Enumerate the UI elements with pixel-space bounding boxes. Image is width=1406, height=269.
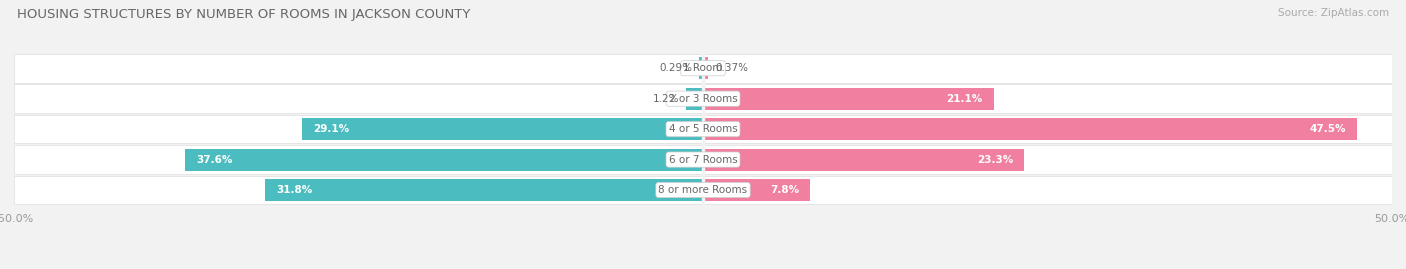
Text: HOUSING STRUCTURES BY NUMBER OF ROOMS IN JACKSON COUNTY: HOUSING STRUCTURES BY NUMBER OF ROOMS IN… (17, 8, 470, 21)
Bar (302, 118, 703, 140)
Bar (703, 179, 810, 201)
Bar (264, 179, 703, 201)
Text: 0.37%: 0.37% (716, 63, 748, 73)
Text: Source: ZipAtlas.com: Source: ZipAtlas.com (1278, 8, 1389, 18)
Bar (14, 145, 1392, 174)
Text: 8 or more Rooms: 8 or more Rooms (658, 185, 748, 195)
Bar (14, 84, 1392, 113)
Text: 37.6%: 37.6% (195, 155, 232, 165)
Bar (14, 176, 1392, 204)
Text: 4 or 5 Rooms: 4 or 5 Rooms (669, 124, 737, 134)
Bar (703, 148, 1024, 171)
Text: 29.1%: 29.1% (314, 124, 349, 134)
Text: 31.8%: 31.8% (276, 185, 312, 195)
Bar (186, 148, 703, 171)
Text: 1 Room: 1 Room (683, 63, 723, 73)
Bar (703, 88, 994, 110)
Bar (699, 57, 703, 79)
Bar (14, 54, 1392, 83)
Text: 1.2%: 1.2% (652, 94, 679, 104)
Bar (14, 115, 1392, 143)
Text: 2 or 3 Rooms: 2 or 3 Rooms (669, 94, 737, 104)
Text: 0.29%: 0.29% (659, 63, 692, 73)
Text: 7.8%: 7.8% (770, 185, 800, 195)
Text: 6 or 7 Rooms: 6 or 7 Rooms (669, 155, 737, 165)
Text: 23.3%: 23.3% (977, 155, 1012, 165)
Bar (686, 88, 703, 110)
Text: 21.1%: 21.1% (946, 94, 983, 104)
Bar (703, 118, 1358, 140)
Text: 47.5%: 47.5% (1310, 124, 1347, 134)
Bar (703, 57, 709, 79)
